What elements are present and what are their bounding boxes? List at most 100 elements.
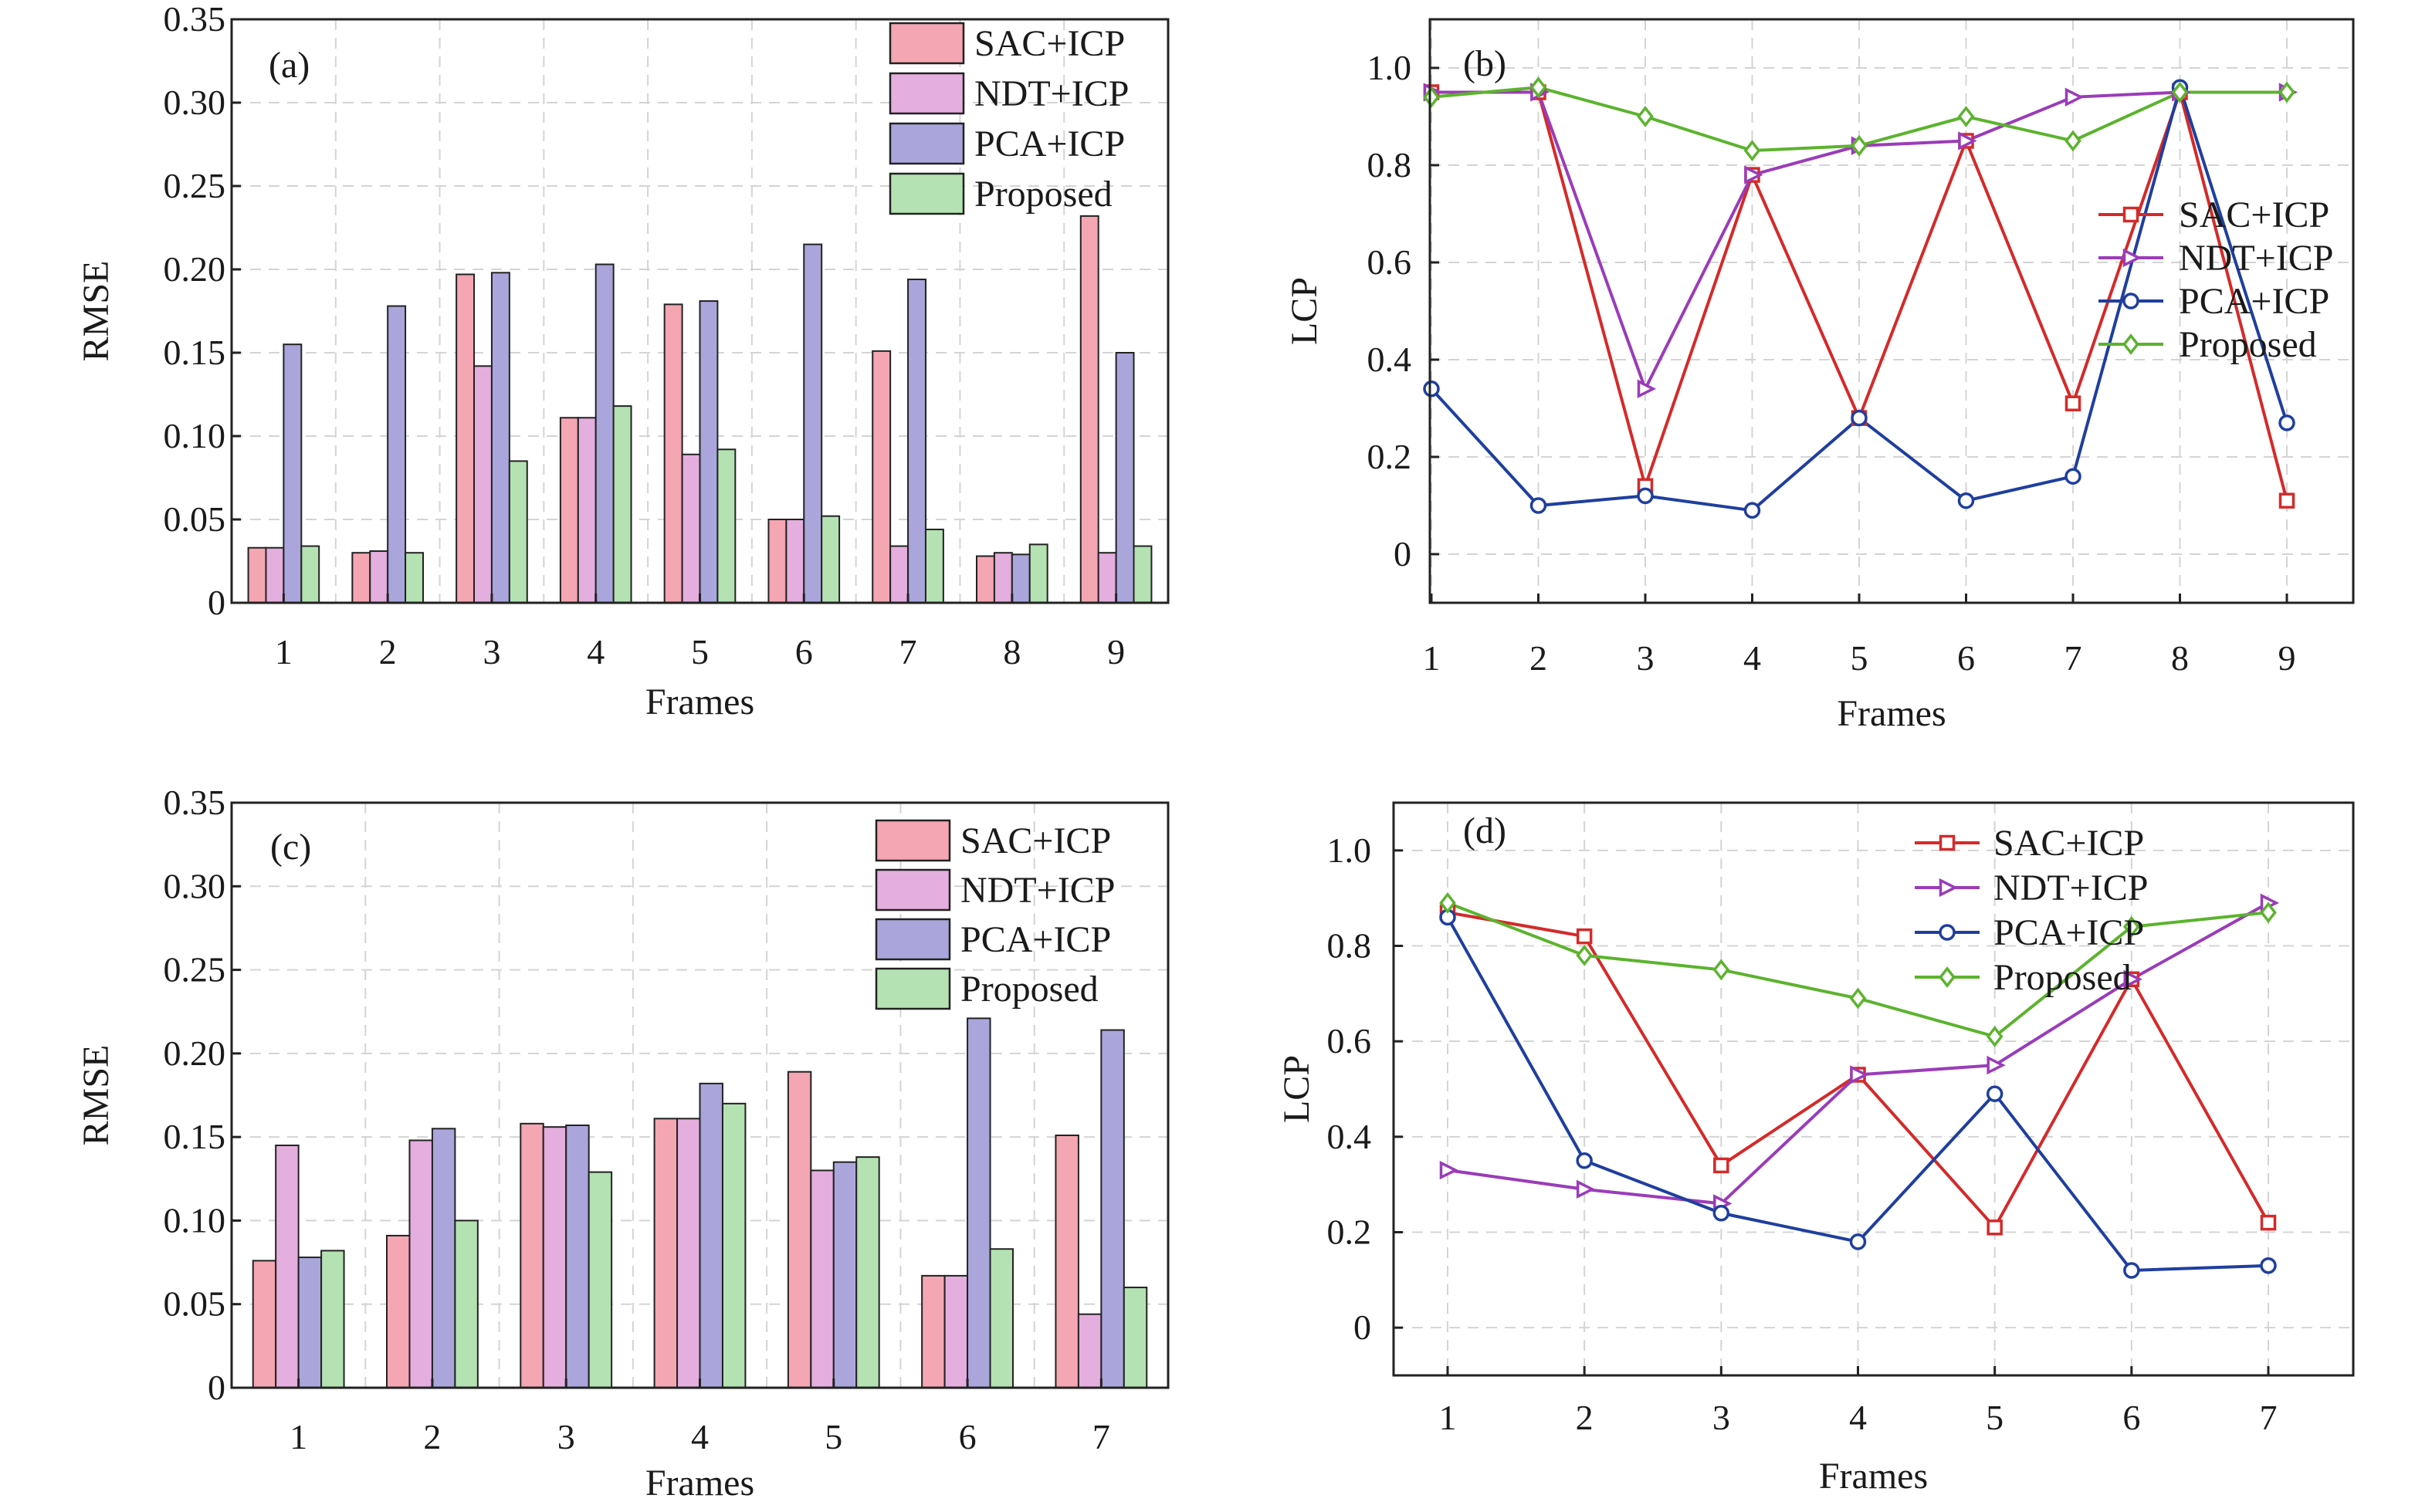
y-tick-label: 0 <box>208 1368 225 1407</box>
axes: 0 0.2 0.4 0.6 0.8 1.0 1 2 3 4 5 6 7 <box>1327 801 2355 1437</box>
y-tick-label: 0.2 <box>1327 1213 1372 1252</box>
y-tick-label: 0.25 <box>164 166 226 205</box>
x-tick-label: 9 <box>2278 638 2296 678</box>
legend-label-pca-icp: PCA+ICP <box>974 123 1125 164</box>
legend-swatch-pca-icp <box>889 122 965 165</box>
bar-sac-icp-frame-5 <box>787 1071 812 1389</box>
legend-swatch-proposed <box>875 967 951 1010</box>
legend-marker-pca-icp <box>2122 293 2139 310</box>
x-tick-label: 6 <box>795 632 813 671</box>
legend-label-sac-icp: SAC+ICP <box>2179 194 2329 235</box>
plot-frame <box>1392 801 2355 1377</box>
x-tick-label: 2 <box>1529 638 1547 678</box>
bar-proposed-frame-3 <box>508 460 528 604</box>
bar-ndt-icp-frame-1 <box>265 546 285 604</box>
bar-ndt-icp-frame-4 <box>577 417 597 604</box>
bar-ndt-icp-frame-5 <box>681 453 701 604</box>
legend-swatch-proposed <box>889 172 965 215</box>
point-proposed-frame-3 <box>1637 106 1654 127</box>
bar-pca-icp-frame-9 <box>1115 352 1135 604</box>
point-proposed-frame-4 <box>1743 140 1761 161</box>
point-pca-icp-frame-7 <box>2064 468 2081 485</box>
y-tick-label: 0.15 <box>164 333 226 372</box>
x-axis-label: Frames <box>645 682 754 722</box>
y-tick-label: 0.10 <box>164 1200 226 1240</box>
bar-sac-icp-frame-3 <box>456 273 476 604</box>
bar-pca-icp-frame-4 <box>699 1082 723 1389</box>
axes: 0 0.2 0.4 0.6 0.8 1.0 1 2 3 4 5 6 7 8 9 <box>1367 18 2355 678</box>
legend-label-pca-icp: PCA+ICP <box>2179 281 2329 322</box>
legend-label-proposed: Proposed <box>960 969 1099 1010</box>
y-tick-label: 0.10 <box>164 416 226 455</box>
y-axis-label: LCP <box>1276 1055 1317 1123</box>
y-tick-label: 0.20 <box>164 249 226 289</box>
bar-ndt-icp-frame-9 <box>1097 552 1117 604</box>
point-ndt-icp-frame-7 <box>2064 87 2085 107</box>
x-tick-label: 2 <box>379 632 397 671</box>
bar-pca-icp-frame-7 <box>907 278 926 604</box>
legend-label-proposed: Proposed <box>974 174 1113 215</box>
x-axis-label: Frames <box>1837 693 1946 734</box>
bar-sac-icp-frame-4 <box>559 417 579 604</box>
x-tick-label: 1 <box>1439 1398 1457 1437</box>
legend-label-ndt-icp: NDT+ICP <box>960 870 1115 911</box>
bar-sac-icp-frame-7 <box>872 350 892 604</box>
bar-sac-icp-frame-8 <box>976 555 995 604</box>
bar-proposed-frame-4 <box>721 1102 747 1389</box>
point-ndt-icp-frame-4 <box>1744 165 1763 184</box>
bar-proposed-frame-2 <box>405 552 424 604</box>
point-proposed-frame-6 <box>1957 106 1975 127</box>
bar-ndt-icp-frame-7 <box>889 545 909 604</box>
bar-pca-icp-frame-1 <box>297 1257 323 1389</box>
point-pca-icp-frame-6 <box>2123 1262 2140 1279</box>
legend-swatch-sac-icp <box>875 819 951 862</box>
y-tick-label: 0.35 <box>164 783 226 822</box>
x-tick-label: 1 <box>275 632 293 671</box>
bar-pca-icp-frame-3 <box>565 1124 590 1389</box>
y-tick-label: 0.8 <box>1367 145 1412 184</box>
point-pca-icp-frame-7 <box>2260 1257 2277 1274</box>
x-tick-label: 4 <box>587 632 605 671</box>
x-tick-label: 4 <box>691 1417 709 1456</box>
y-tick-label: 0.20 <box>164 1033 226 1073</box>
point-ndt-icp-frame-2 <box>1576 1179 1596 1199</box>
legend-swatch-ndt-icp <box>889 72 965 115</box>
plot-frame <box>1428 18 2355 604</box>
bar-ndt-icp-frame-2 <box>369 550 389 604</box>
bar-sac-icp-frame-6 <box>921 1274 946 1389</box>
y-tick-label: 1.0 <box>1327 830 1372 870</box>
bar-proposed-frame-6 <box>989 1248 1014 1389</box>
x-tick-label: 3 <box>483 632 500 671</box>
point-pca-icp-frame-6 <box>1957 492 1975 509</box>
panel-label: (b) <box>1463 43 1506 84</box>
series-lines <box>1439 891 2280 1279</box>
x-tick-label: 6 <box>959 1417 977 1456</box>
legend-swatch-sac-icp <box>889 22 965 65</box>
bar-proposed-frame-2 <box>454 1219 479 1389</box>
y-tick-label: 0.30 <box>164 83 226 122</box>
x-tick-label: 5 <box>1986 1398 2004 1437</box>
legend-label-ndt-icp: NDT+ICP <box>1993 868 2148 908</box>
legend-marker-ndt-icp <box>1939 878 1959 898</box>
y-axis-label: RMSE <box>76 261 117 362</box>
x-tick-label: 1 <box>290 1417 307 1456</box>
bar-ndt-icp-frame-6 <box>785 519 805 604</box>
x-axis-label: Frames <box>1819 1456 1928 1497</box>
y-tick-label: 0.05 <box>164 499 226 539</box>
panel-label: (c) <box>270 827 311 868</box>
bar-pca-icp-frame-5 <box>832 1161 858 1389</box>
x-tick-label: 6 <box>1957 638 1975 678</box>
bar-proposed-frame-4 <box>612 405 632 604</box>
x-tick-label: 3 <box>1712 1398 1730 1437</box>
point-proposed-frame-6 <box>2122 915 2140 938</box>
bar-ndt-icp-frame-4 <box>676 1118 701 1389</box>
bar-proposed-frame-6 <box>821 515 841 604</box>
point-sac-icp-frame-5 <box>1987 1219 2003 1236</box>
bar-pca-icp-frame-1 <box>283 343 303 604</box>
bar-ndt-icp-frame-8 <box>993 552 1013 604</box>
bar-sac-icp-frame-2 <box>351 552 371 604</box>
axes: 0 0.05 0.10 0.15 0.20 0.25 0.30 0.35 1 2 3 4 5 6 7 8 9 <box>164 0 1170 671</box>
